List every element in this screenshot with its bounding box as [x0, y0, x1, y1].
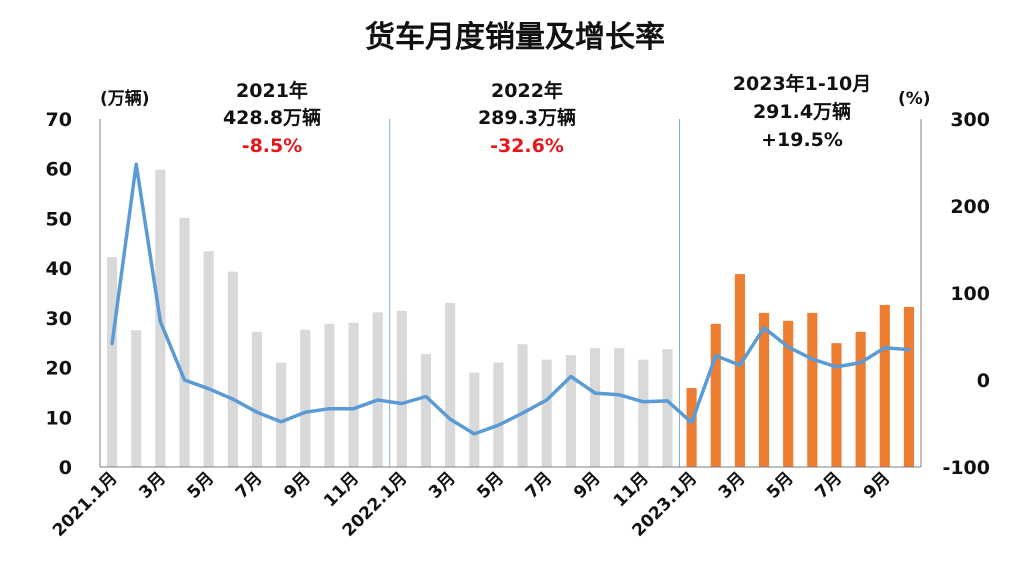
bar [589, 348, 601, 467]
x-tick-label: 9月 [860, 468, 895, 503]
bar [251, 331, 263, 467]
left-tick-label: 50 [46, 208, 72, 230]
bar [614, 348, 625, 467]
x-tick-label: 9月 [570, 468, 605, 503]
left-tick-label: 60 [46, 159, 72, 181]
annotation-2022: 2022年 289.3万辆 -32.6% [478, 79, 576, 157]
right-tick-label: 0 [977, 370, 990, 392]
right-tick-label: -100 [942, 457, 990, 479]
right-tick-label: 100 [950, 283, 990, 305]
bar [807, 312, 818, 467]
annotation-2021-total: 428.8万辆 [223, 106, 321, 129]
x-tick-label: 3月 [715, 468, 750, 503]
x-tick-label: 5月 [473, 468, 508, 503]
x-tick-label: 5月 [763, 468, 798, 503]
annotation-2022-year: 2022年 [491, 79, 563, 102]
annotation-2023-year: 2023年1-10月 [733, 72, 871, 95]
x-tick-label: 3月 [425, 468, 460, 503]
bars-layer [107, 169, 914, 468]
left-tick-label: 30 [46, 308, 72, 330]
x-tick-label: 5月 [184, 468, 219, 503]
bar [710, 323, 721, 467]
annotation-2022-change: -32.6% [490, 135, 564, 157]
bar [565, 355, 576, 467]
right-tick-label: 300 [950, 109, 990, 131]
right-axis-ticks: -100 0 100 200 300 [942, 109, 990, 479]
bar [276, 362, 287, 467]
bar [903, 306, 914, 467]
bar [686, 387, 697, 467]
annotation-2023-total: 291.4万辆 [753, 100, 851, 123]
bar [324, 323, 335, 467]
x-tick-label: 7月 [522, 468, 557, 503]
bar [300, 329, 311, 467]
left-tick-label: 20 [46, 358, 72, 380]
bar [831, 343, 842, 467]
bar [879, 304, 890, 467]
bar [203, 251, 214, 467]
left-tick-label: 0 [59, 457, 72, 479]
bar [517, 344, 528, 467]
annotation-2023-change: +19.5% [761, 129, 843, 151]
x-tick-label: 11月 [610, 468, 653, 511]
x-tick-label: 3月 [135, 468, 170, 503]
left-tick-label: 40 [46, 258, 72, 280]
annotation-2021-year: 2021年 [236, 79, 308, 102]
x-tick-label: 2021.1月 [49, 468, 122, 541]
bar [348, 322, 359, 467]
axes-layer [99, 119, 922, 468]
growth-line [110, 162, 911, 436]
bar [541, 359, 552, 467]
bar [372, 312, 383, 467]
right-tick-label: 200 [950, 196, 990, 218]
bar [420, 354, 432, 467]
bar [469, 372, 480, 467]
bar [855, 331, 866, 467]
bar [396, 310, 407, 467]
bar [783, 320, 794, 467]
x-tick-label: 7月 [232, 468, 267, 503]
right-axis-unit: (%) [898, 89, 931, 109]
bar [445, 302, 456, 467]
dividers-layer [389, 119, 680, 467]
left-tick-label: 70 [46, 109, 72, 131]
x-tick-label: 11月 [320, 468, 363, 511]
bar [227, 271, 238, 467]
bar [179, 217, 190, 467]
bar [758, 312, 770, 467]
left-axis-unit: (万辆) [100, 88, 150, 109]
bar [107, 257, 118, 467]
left-axis-ticks: 0 10 20 30 40 50 60 70 [46, 109, 72, 479]
bar [734, 274, 745, 467]
left-tick-label: 10 [46, 407, 72, 429]
x-tick-label: 9月 [280, 468, 315, 503]
annotation-2021: 2021年 428.8万辆 -8.5% [223, 79, 321, 157]
chart-title: 货车月度销量及增长率 [365, 20, 665, 55]
bar [638, 359, 649, 467]
bar [131, 330, 142, 467]
annotation-2022-total: 289.3万辆 [478, 106, 576, 129]
annotation-2021-change: -8.5% [242, 135, 303, 157]
annotation-2023: 2023年1-10月 291.4万辆 +19.5% [733, 72, 871, 151]
x-tick-label: 7月 [811, 468, 846, 503]
growth-line-layer [110, 162, 911, 436]
bar [662, 349, 673, 467]
bar [493, 362, 504, 467]
